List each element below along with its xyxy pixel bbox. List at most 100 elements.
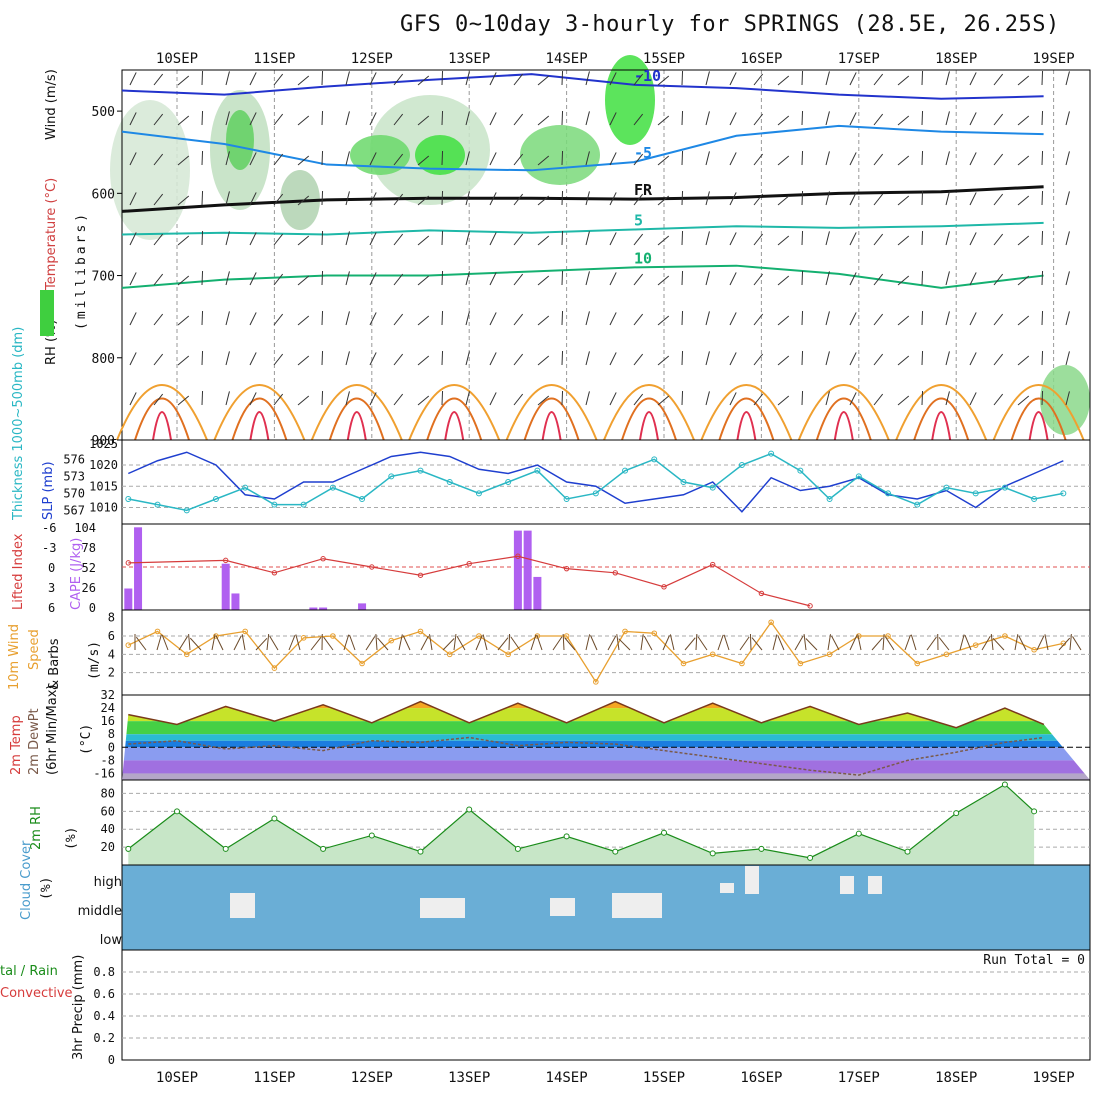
thickness-marker (680, 479, 687, 485)
wind-barb (255, 637, 268, 651)
wind-barb (993, 353, 1004, 366)
wind-barb (777, 275, 790, 286)
wind-barb (417, 355, 430, 366)
wind-barb (729, 312, 737, 326)
wind-barb (1017, 155, 1030, 166)
wind-barb (992, 637, 1005, 651)
wind-barb (442, 638, 455, 651)
wind-barb (201, 270, 204, 286)
cape-tick: 26 (82, 581, 96, 595)
cloud-block (612, 893, 662, 918)
wind-barb (211, 634, 216, 651)
wind10-label: 10m Wind (7, 624, 22, 690)
wind-barb (585, 271, 590, 286)
wind-barb (993, 113, 1004, 126)
wind-barb (537, 75, 550, 86)
precip-label-group: 3hr Precip (mm) (71, 955, 86, 1060)
wind-barb (705, 231, 710, 246)
top-day-label: 15SEP (643, 51, 685, 67)
wind-barb (561, 230, 564, 246)
wind-barb (777, 635, 785, 651)
thickness-marker (212, 496, 219, 502)
wind-barb (153, 353, 164, 366)
warm-contour (797, 384, 890, 441)
warm-contour (116, 384, 208, 441)
wind-barb (681, 190, 684, 206)
wind-barb (801, 230, 804, 246)
wind-barb (561, 150, 564, 166)
wind-barb (393, 353, 404, 366)
wind-barb (695, 633, 698, 651)
wind-barb (249, 312, 257, 326)
li-marker (320, 556, 326, 562)
wind-barb (1065, 391, 1070, 406)
wind-barb (297, 195, 310, 206)
wind-barb (273, 393, 284, 406)
wind-barb (681, 350, 684, 366)
rh-shading (605, 55, 655, 145)
wind-barb (590, 635, 598, 651)
wind-barb (129, 312, 137, 326)
rh-marker (1001, 781, 1008, 788)
wind-barb (225, 231, 230, 246)
slp-tick: 1010 (89, 501, 118, 515)
li-tick: 0 (48, 561, 55, 575)
wind-barb (129, 192, 137, 206)
wind-speed-marker (388, 637, 395, 644)
y-tick-label: 500 (92, 105, 115, 120)
wind-barb (633, 353, 644, 366)
wind-barb (1041, 110, 1044, 126)
precip-label: 3hr Precip (mm) (71, 955, 86, 1060)
wind-barb (273, 273, 284, 286)
wind-barb (393, 393, 404, 406)
thickness-marker (271, 501, 278, 508)
li-marker (758, 590, 765, 597)
rh-shading (415, 135, 465, 175)
wind-barb (657, 315, 670, 326)
warm-contour (603, 384, 695, 441)
wind-barb (607, 635, 617, 651)
wind-barb (1017, 235, 1030, 246)
wind-speed-marker (680, 660, 687, 667)
wind-barb (189, 637, 202, 651)
wind-barb (825, 391, 830, 406)
wind-barb (993, 313, 1004, 326)
wind-barb (825, 151, 830, 166)
wind-barb (904, 634, 911, 651)
warm-contour (523, 397, 580, 441)
wind-barb (489, 72, 497, 86)
wind-barb (537, 355, 550, 366)
wind-barb (657, 115, 670, 126)
wind-barb (393, 73, 404, 86)
wind-barb (513, 193, 524, 206)
wind-barb (345, 231, 350, 246)
wind-barb (297, 235, 310, 246)
wind-barb (777, 75, 790, 86)
thickness-marker (709, 484, 716, 491)
wind-barb (369, 312, 377, 326)
wind-barb (417, 155, 430, 166)
thickness-marker (446, 479, 453, 485)
wind-barb (669, 634, 675, 651)
wind-barb (849, 192, 857, 206)
rh-area (128, 784, 1035, 865)
wind-barb (288, 634, 296, 651)
precip-conv-label: Convective (0, 986, 73, 1001)
li-tick: -6 (42, 521, 56, 535)
wind-speed-marker (563, 633, 570, 639)
wind-barb (489, 352, 497, 366)
wind-barb (1018, 635, 1027, 651)
wind-barb (849, 312, 857, 326)
cape-bar (319, 607, 328, 610)
wind-barb (849, 72, 857, 86)
cape-tick: 0 (89, 601, 96, 615)
thickness-marker (183, 507, 190, 514)
wind-barb (456, 635, 466, 651)
wind-speed-marker (476, 633, 482, 639)
wind-barb (873, 193, 884, 206)
wind-barb (177, 195, 190, 206)
thickness-marker (943, 484, 950, 491)
wind-barb (969, 72, 977, 86)
wind-barb (417, 315, 430, 326)
wind-barb (177, 275, 190, 286)
